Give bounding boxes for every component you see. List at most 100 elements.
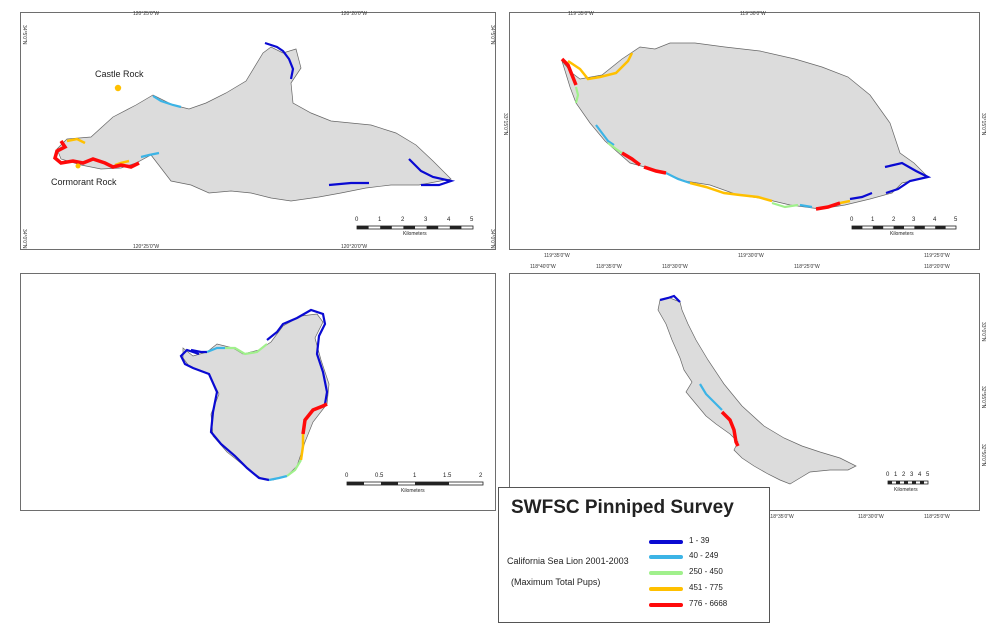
island-landmass	[182, 313, 330, 481]
shore-segment-40-249	[140, 151, 160, 159]
coord-top-left: 120°25'0"W	[133, 11, 160, 17]
cormorant-rock-label: Cormorant Rock	[51, 177, 117, 187]
scale-tick-1: 1	[378, 217, 382, 223]
shore-segment-250-450	[286, 459, 302, 477]
coord-right-3: 32°50'0"N	[980, 444, 986, 467]
scale-tick-5: 5	[954, 217, 958, 223]
map-panel-island-3: 0 0.5 1 1.5 2 Kilometers	[20, 273, 496, 511]
map-panel-san-miguel: Castle Rock Cormorant Rock 120°25'0"W 12…	[20, 11, 496, 250]
scale-bar	[851, 225, 957, 230]
shore-segment-250-450	[771, 201, 799, 209]
legend-item-label: 776 - 6668	[689, 599, 728, 608]
coord-left-top: 34°5'0"N	[21, 25, 27, 45]
coord-top-right: 120°20'0"W	[341, 11, 368, 17]
map-panel-island-4: 118°40'0"W 118°35'0"W 118°30'0"W 118°25'…	[509, 264, 986, 520]
legend-swatch	[649, 571, 683, 575]
scale-tick-3: 3	[424, 217, 428, 223]
cormorant-rock-marker	[75, 163, 81, 169]
legend-item-label: 40 - 249	[689, 551, 719, 560]
shore-segment-776-6668	[720, 410, 740, 447]
map-panel-island-2: 119°35'0"W 119°30'0"W 119°35'0"W 119°30'…	[502, 11, 986, 259]
coord-right-bottom: 34°0'0"N	[489, 229, 495, 249]
scale-unit: Kilometers	[401, 488, 425, 494]
shore-segment-1-39	[266, 308, 329, 405]
castle-rock-marker	[114, 84, 122, 92]
shore-segment-40-249	[799, 203, 813, 209]
coord-right-1: 33°0'0"N	[980, 322, 986, 342]
coord-top-5: 118°20'0"W	[924, 264, 950, 270]
scale-tick-2: 2	[892, 217, 896, 223]
island-landmass	[657, 297, 857, 485]
coord-top-4: 118°25'0"W	[794, 264, 820, 270]
scale-tick-5: 5	[926, 472, 930, 478]
coord-right-top: 34°5'0"N	[489, 25, 495, 45]
coord-left: 33°15'0"N	[502, 113, 508, 136]
scale-bar	[346, 481, 484, 486]
shore-segment-250-450	[607, 142, 623, 154]
coord-top-3: 118°30'0"W	[662, 264, 688, 270]
coord-bottom-mid: 119°30'0"W	[738, 253, 764, 259]
coord-bottom-right: 120°20'0"W	[341, 244, 368, 250]
coord-bottom-left: 119°35'0"W	[544, 253, 570, 259]
scale-tick-0: 0	[345, 473, 349, 479]
scale-tick-5: 5	[470, 217, 474, 223]
shore-segment-776-6668	[815, 201, 841, 211]
coord-left-bottom: 34°0'0"N	[21, 229, 27, 249]
scale-tick-2: 2	[902, 472, 906, 478]
shore-segment-451-775	[66, 137, 86, 145]
scale-tick-1: 1	[413, 473, 417, 479]
scale-bar	[356, 225, 474, 230]
coord-bottom-3: 118°25'0"W	[924, 514, 950, 520]
coord-top-left: 119°35'0"W	[568, 11, 594, 17]
shore-segment-1-39	[190, 348, 207, 354]
scale-tick-1: 1	[894, 472, 898, 478]
shore-segment-1-39	[659, 294, 681, 303]
coord-top-1: 118°40'0"W	[530, 264, 556, 270]
shore-segment-451-775	[567, 52, 634, 81]
shore-segment-40-249	[699, 383, 723, 411]
shore-segment-451-775	[689, 181, 773, 203]
coord-bottom-1: 118°35'0"W	[768, 514, 794, 520]
shore-segment-1-39	[179, 348, 270, 482]
shore-segment-40-249	[206, 346, 225, 354]
island-landmass	[561, 42, 929, 210]
scale-tick-0: 0	[886, 472, 890, 478]
coord-top-2: 118°35'0"W	[596, 264, 622, 270]
shore-segment-40-249	[665, 172, 691, 185]
shore-segment-451-775	[839, 199, 851, 205]
map-island-2	[560, 42, 957, 230]
coord-top-right: 119°30'0"W	[740, 11, 766, 17]
scale-tick-0-5: 0.5	[375, 473, 384, 479]
scale-tick-1: 1	[871, 217, 875, 223]
castle-rock-label: Castle Rock	[95, 69, 144, 79]
coord-bottom-2: 118°30'0"W	[858, 514, 884, 520]
shore-segment-776-6668	[560, 57, 578, 86]
map-legend: SWFSC Pinniped Survey California Sea Lio…	[498, 487, 770, 623]
scale-unit: Kilometers	[403, 231, 427, 237]
scale-tick-4: 4	[933, 217, 937, 223]
shore-segment-40-249	[268, 474, 288, 482]
shore-segment-40-249	[595, 124, 615, 146]
island-landmass	[56, 46, 452, 202]
shore-segment-776-6668	[301, 402, 328, 435]
legend-swatch	[649, 540, 683, 544]
scale-tick-3: 3	[912, 217, 916, 223]
scale-tick-4: 4	[918, 472, 922, 478]
legend-swatch	[649, 603, 683, 607]
scale-bar	[887, 480, 929, 485]
map-san-miguel	[53, 41, 474, 230]
scale-tick-4: 4	[447, 217, 451, 223]
coord-bottom-right: 119°25'0"W	[924, 253, 950, 259]
coord-right-2: 32°55'0"N	[980, 386, 986, 409]
legend-swatch	[649, 555, 683, 559]
shore-segment-1-39	[264, 41, 295, 80]
scale-unit: Kilometers	[890, 231, 914, 237]
scale-tick-3: 3	[910, 472, 914, 478]
shore-segment-776-6668	[643, 165, 667, 175]
legend-item-label: 1 - 39	[689, 536, 710, 545]
scale-tick-1-5: 1.5	[443, 473, 452, 479]
legend-item-label: 250 - 450	[689, 567, 723, 576]
coord-right: 33°15'0"N	[980, 113, 986, 136]
map-island-4	[657, 294, 929, 485]
shore-segment-1-39	[884, 161, 932, 195]
